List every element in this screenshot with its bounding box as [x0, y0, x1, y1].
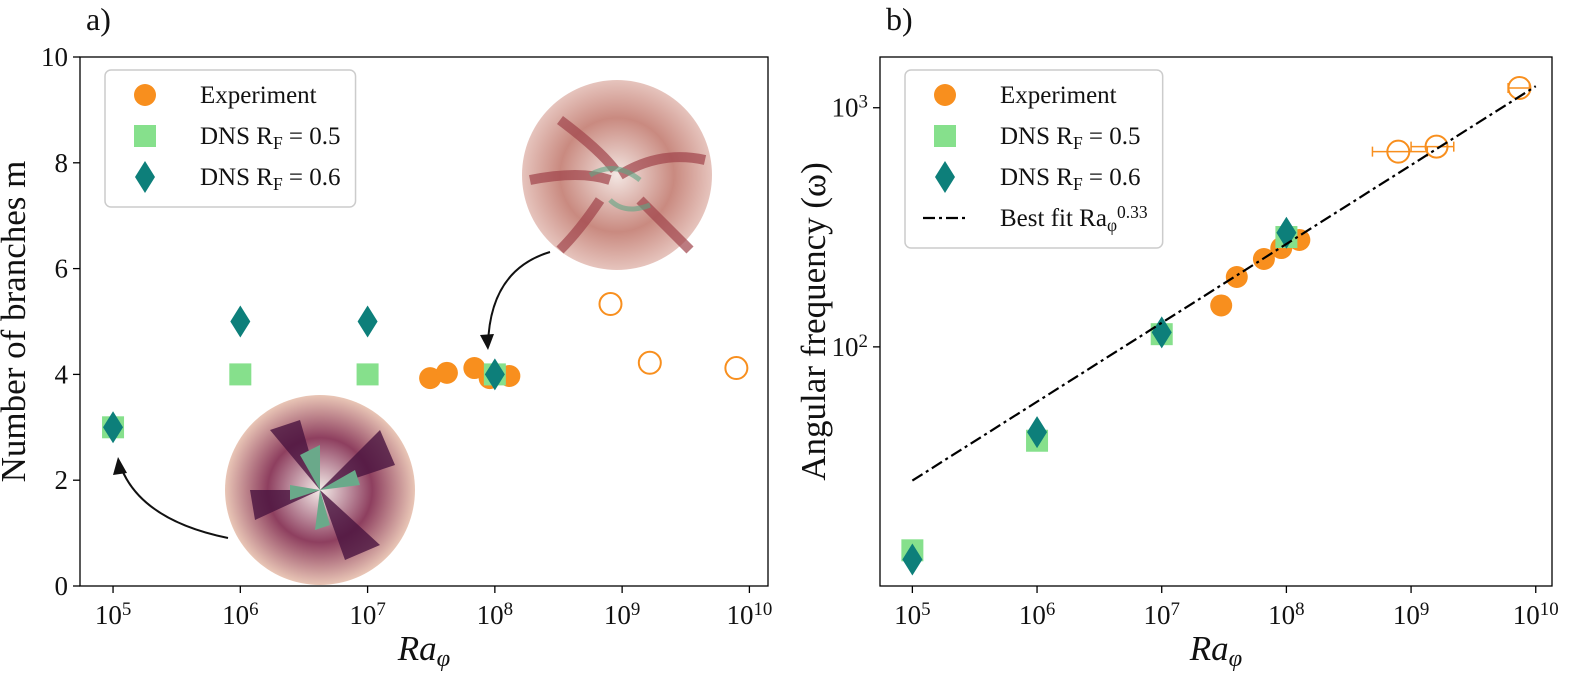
point — [356, 363, 379, 386]
inset-bottom — [113, 395, 415, 585]
x-axis-label: Raφ — [397, 629, 450, 672]
point — [419, 367, 442, 390]
y-tick-label: 2 — [55, 465, 69, 495]
inset-top — [480, 80, 712, 350]
x-tick-label: 106 — [1019, 599, 1055, 630]
x-tick-label: 108 — [477, 599, 513, 630]
point — [1225, 265, 1248, 288]
point — [1386, 139, 1411, 164]
y-tick-label: 8 — [55, 148, 69, 178]
legend-label: DNS RF = 0.6 — [1000, 164, 1141, 194]
y-tick-label: 10 — [41, 42, 68, 72]
legend: Experiment DNS RF = 0.5 DNS RF = 0.6 Best f… — [904, 69, 1164, 249]
point — [435, 361, 458, 384]
legend-frame — [104, 69, 357, 208]
x-tick-label: 105 — [894, 599, 930, 630]
legend-label: DNS RF = 0.6 — [200, 164, 341, 194]
point — [1507, 75, 1532, 100]
point — [103, 411, 124, 444]
point — [357, 305, 378, 338]
legend-marker — [134, 84, 156, 106]
point — [1027, 416, 1048, 449]
point — [484, 358, 505, 391]
y-tick-label: 103 — [832, 92, 868, 123]
y-tick-label: 6 — [55, 254, 69, 284]
x-tick-label: 107 — [349, 599, 385, 630]
point — [637, 350, 662, 375]
legend-label: Experiment — [200, 82, 317, 109]
y-tick-label: 102 — [832, 331, 868, 362]
x-tick-label: 1010 — [726, 599, 772, 630]
point — [902, 543, 923, 576]
fit-line — [911, 85, 1537, 482]
legend-label: Best fit Raφ0.33 — [1000, 202, 1148, 235]
legend: Experiment DNS RF = 0.5 DNS RF = 0.6 — [104, 69, 357, 208]
legend-marker — [134, 125, 156, 147]
legend-marker — [934, 84, 956, 106]
legend-marker — [935, 161, 955, 193]
error-bar — [1371, 146, 1429, 157]
point — [598, 292, 623, 317]
legend-marker — [135, 161, 155, 193]
x-tick-label: 109 — [604, 599, 640, 630]
point — [1151, 316, 1172, 349]
legend-frame — [904, 69, 1164, 249]
x-tick-label: 107 — [1143, 599, 1179, 630]
point — [1424, 134, 1449, 159]
y-tick-label: 0 — [55, 571, 69, 601]
point — [230, 305, 251, 338]
axes-frame — [79, 56, 769, 587]
axes-frame — [879, 56, 1553, 587]
x-tick-label: 108 — [1268, 599, 1304, 630]
panel-label: b) — [886, 1, 913, 37]
point — [724, 356, 749, 381]
y-tick-label: 4 — [55, 359, 69, 389]
x-tick-label: 109 — [1393, 599, 1429, 630]
legend-marker — [934, 125, 956, 147]
y-axis-label: Angular frequency (ω) — [794, 162, 833, 480]
panel-label: a) — [86, 1, 111, 37]
x-tick-label: 106 — [222, 599, 258, 630]
y-axis-label: Number of branches m — [0, 161, 33, 483]
legend-label: DNS RF = 0.5 — [1000, 123, 1141, 153]
legend-label: DNS RF = 0.5 — [200, 123, 341, 153]
x-tick-label: 105 — [95, 599, 131, 630]
error-bar — [1507, 82, 1531, 93]
x-tick-label: 1010 — [1513, 599, 1559, 630]
legend-label: Experiment — [1000, 82, 1117, 109]
point — [229, 363, 252, 386]
point — [1210, 294, 1233, 317]
x-axis-label: Raφ — [1189, 629, 1242, 672]
